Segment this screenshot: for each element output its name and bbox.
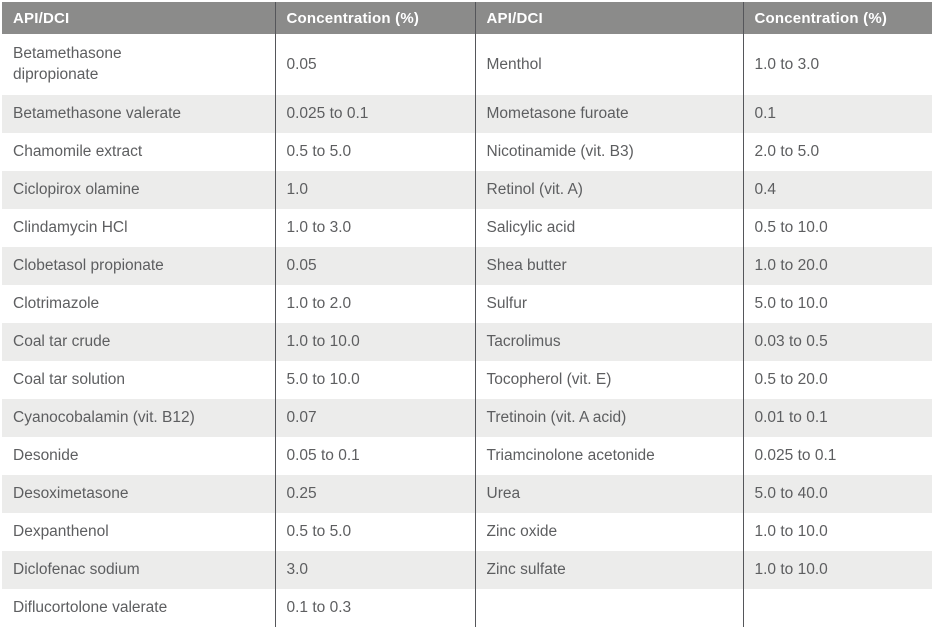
concentration-cell-left: 1.0 to 2.0 [274,285,475,323]
concentration-cell-right: 0.1 [742,95,932,133]
api-cell-right: Shea butter [474,247,743,285]
concentration-cell-left: 1.0 [274,171,475,209]
concentration-cell-left: 0.07 [274,399,475,437]
concentration-cell-left: 1.0 to 3.0 [274,209,475,247]
api-cell-right: Triamcinolone acetonide [474,437,743,475]
table-row: Diflucortolone valerate 0.1 to 0.3 [2,589,932,627]
table-header-row: API/DCI Concentration (%) API/DCI Concen… [2,2,932,34]
concentration-cell-right: 0.03 to 0.5 [742,323,932,361]
table-row: Desoximetasone 0.25 Urea 5.0 to 40.0 [2,475,932,513]
api-cell-left: Coal tar crude [2,323,275,361]
api-cell-text: Betamethasone dipropionate [13,45,122,83]
api-cell-left: Diclofenac sodium [2,551,275,589]
table-row: Betamethasone dipropionate 0.05 Menthol 1.0… [2,34,932,95]
header-concentration-left: Concentration (%) [274,2,475,34]
concentration-cell-right: 5.0 to 10.0 [742,285,932,323]
concentration-cell-left: 1.0 to 10.0 [274,323,475,361]
table-row: Ciclopirox olamine 1.0 Retinol (vit. A) 0.4 [2,171,932,209]
concentration-cell-right: 1.0 to 10.0 [742,551,932,589]
concentration-cell-right: 1.0 to 3.0 [742,34,932,95]
concentration-cell-right: 0.01 to 0.1 [742,399,932,437]
table-row: Dexpanthenol 0.5 to 5.0 Zinc oxide 1.0 to 1… [2,513,932,551]
table-row: Coal tar solution 5.0 to 10.0 Tocopherol (… [2,361,932,399]
api-cell-left: Clotrimazole [2,285,275,323]
header-api-right: API/DCI [474,2,743,34]
api-cell-right: Zinc sulfate [474,551,743,589]
api-cell-left: Diflucortolone valerate [2,589,275,627]
table-row: Cyanocobalamin (vit. B12) 0.07 Tretinoin (… [2,399,932,437]
concentration-cell-right: 0.4 [742,171,932,209]
concentration-cell-left: 0.05 to 0.1 [274,437,475,475]
concentration-cell-left: 0.1 to 0.3 [274,589,475,627]
concentration-cell-left: 0.05 [274,34,475,95]
concentration-cell-right: 0.025 to 0.1 [742,437,932,475]
api-cell-left: Clobetasol propionate [2,247,275,285]
concentration-cell-right: 5.0 to 40.0 [742,475,932,513]
api-cell-left: Cyanocobalamin (vit. B12) [2,399,275,437]
api-cell-right: Tacrolimus [474,323,743,361]
concentration-cell-left: 5.0 to 10.0 [274,361,475,399]
concentration-cell-left: 0.05 [274,247,475,285]
table-row: Coal tar crude 1.0 to 10.0 Tacrolimus 0.03 … [2,323,932,361]
api-cell-right: Tocopherol (vit. E) [474,361,743,399]
api-cell-left: Desonide [2,437,275,475]
concentration-cell-right: 0.5 to 20.0 [742,361,932,399]
concentration-cell-left: 0.5 to 5.0 [274,513,475,551]
table-row: Diclofenac sodium 3.0 Zinc sulfate 1.0 to 1… [2,551,932,589]
concentration-cell-left: 0.25 [274,475,475,513]
api-cell-right: Menthol [474,34,743,95]
api-cell-right [474,589,743,627]
api-cell-right: Nicotinamide (vit. B3) [474,133,743,171]
concentration-cell-right [742,589,932,627]
concentration-cell-right: 1.0 to 10.0 [742,513,932,551]
api-cell-left: Ciclopirox olamine [2,171,275,209]
concentration-cell-left: 0.025 to 0.1 [274,95,475,133]
table-row: Clobetasol propionate 0.05 Shea butter 1.0 … [2,247,932,285]
concentration-cell-right: 0.5 to 10.0 [742,209,932,247]
header-api-left: API/DCI [2,2,275,34]
api-cell-left: Clindamycin HCl [2,209,275,247]
api-cell-left: Desoximetasone [2,475,275,513]
api-cell-right: Tretinoin (vit. A acid) [474,399,743,437]
table-row: Clindamycin HCl 1.0 to 3.0 Salicylic acid 0… [2,209,932,247]
api-cell-left: Betamethasone valerate [2,95,275,133]
api-cell-left: Betamethasone dipropionate [2,34,275,95]
concentration-cell-right: 2.0 to 5.0 [742,133,932,171]
api-cell-left: Coal tar solution [2,361,275,399]
concentration-cell-left: 0.5 to 5.0 [274,133,475,171]
api-cell-right: Zinc oxide [474,513,743,551]
api-cell-right: Retinol (vit. A) [474,171,743,209]
api-cell-left: Dexpanthenol [2,513,275,551]
table-row: Clotrimazole 1.0 to 2.0 Sulfur 5.0 to 10.0 [2,285,932,323]
table-row: Betamethasone valerate 0.025 to 0.1 Mometa… [2,95,932,133]
table-row: Desonide 0.05 to 0.1 Triamcinolone acetoni… [2,437,932,475]
header-concentration-right: Concentration (%) [742,2,932,34]
concentration-cell-right: 1.0 to 20.0 [742,247,932,285]
concentration-cell-left: 3.0 [274,551,475,589]
api-cell-left: Chamomile extract [2,133,275,171]
api-cell-right: Urea [474,475,743,513]
api-cell-right: Salicylic acid [474,209,743,247]
api-cell-right: Mometasone furoate [474,95,743,133]
table-row: Chamomile extract 0.5 to 5.0 Nicotinamide … [2,133,932,171]
api-cell-right: Sulfur [474,285,743,323]
